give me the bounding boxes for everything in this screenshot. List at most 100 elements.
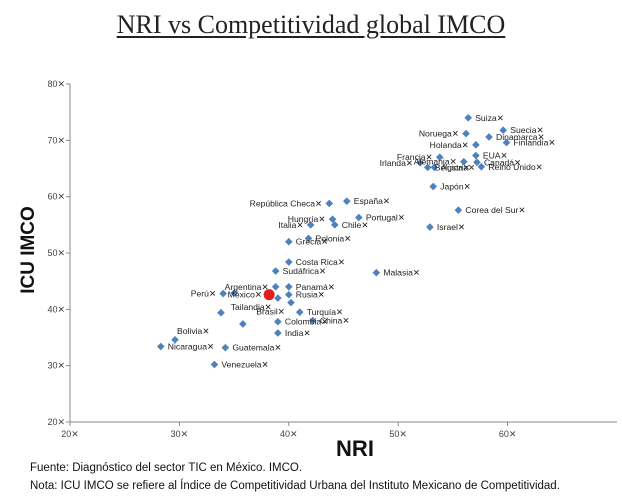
data-point-label: Rusia✕ bbox=[296, 290, 325, 300]
data-point-label: Colombia✕ bbox=[285, 317, 329, 327]
data-point-label: Reino Unido✕ bbox=[488, 162, 543, 172]
y-tick-label: 70✕ bbox=[47, 135, 65, 145]
data-point bbox=[502, 138, 511, 147]
data-point-label: Finlandia✕ bbox=[514, 138, 556, 148]
data-point bbox=[171, 335, 179, 344]
data-point bbox=[430, 163, 439, 172]
data-point bbox=[499, 126, 508, 134]
data-point bbox=[221, 343, 230, 352]
scatter-chart: 20✕ 30✕ 40✕ 50✕ 60✕ 70✕ 80✕ 20✕ 30✕ 40✕ 50✕ 60✕ Sui… bbox=[18, 79, 617, 460]
data-point-label: Malasia✕ bbox=[383, 268, 420, 278]
data-point bbox=[285, 290, 293, 299]
data-point-label: Turquía✕ bbox=[307, 307, 344, 317]
data-point-label: Tailandia✕ bbox=[231, 302, 272, 312]
data-point bbox=[472, 151, 480, 160]
footnote: Nota: ICU IMCO se refiere al Índice de C… bbox=[30, 480, 560, 492]
data-point bbox=[460, 157, 468, 166]
data-point-label: Costa Rica✕ bbox=[296, 257, 345, 267]
data-points bbox=[157, 114, 511, 369]
data-point bbox=[355, 213, 363, 222]
data-point bbox=[477, 163, 486, 171]
y-tick-label: 30✕ bbox=[47, 361, 65, 371]
data-point bbox=[330, 221, 339, 229]
data-point bbox=[464, 114, 473, 122]
data-point-label: Chile✕ bbox=[342, 220, 369, 230]
data-point bbox=[274, 317, 282, 326]
data-point-label: Israel✕ bbox=[437, 222, 465, 232]
data-point-label: India✕ bbox=[285, 328, 311, 338]
data-point-label: Irlanda✕ bbox=[380, 158, 413, 168]
x-tick-label: 60✕ bbox=[499, 429, 517, 439]
data-point-label: Suiza✕ bbox=[475, 113, 504, 123]
data-point-label: México✕ bbox=[228, 290, 262, 300]
data-point bbox=[423, 163, 432, 172]
data-point bbox=[274, 294, 282, 302]
point-labels: Suiza✕ Suecia✕ Noruega✕ Dinamarca✕Finlandia… bbox=[168, 113, 556, 370]
data-point bbox=[285, 258, 293, 266]
data-point bbox=[274, 329, 282, 337]
data-point bbox=[426, 223, 434, 231]
data-point-label: Francia✕ bbox=[397, 152, 433, 162]
data-point bbox=[472, 141, 480, 149]
data-point bbox=[217, 308, 225, 317]
data-point bbox=[219, 289, 227, 298]
x-axis-label: NRI bbox=[336, 436, 374, 460]
axes bbox=[66, 83, 617, 426]
data-point-label: Polonia✕ bbox=[315, 233, 351, 243]
y-tick-label: 20✕ bbox=[47, 417, 65, 427]
data-point-label: Venezuela✕ bbox=[221, 360, 268, 370]
data-point bbox=[309, 316, 317, 325]
data-point bbox=[285, 283, 293, 291]
data-point-label: Bolivia✕ bbox=[177, 326, 210, 336]
data-point bbox=[342, 197, 351, 205]
y-tick-label: 60✕ bbox=[47, 192, 65, 202]
data-point-label: China✕ bbox=[320, 316, 350, 326]
data-point bbox=[271, 283, 280, 291]
data-point bbox=[429, 182, 438, 191]
y-tick-label: 50✕ bbox=[47, 248, 65, 258]
y-tick-label: 80✕ bbox=[47, 79, 65, 89]
x-tick-label: 30✕ bbox=[171, 429, 189, 439]
data-point-label: Argentina✕ bbox=[225, 282, 269, 292]
x-tick-label: 20✕ bbox=[61, 429, 79, 439]
data-point bbox=[271, 267, 280, 275]
data-point-label: Guatemala✕ bbox=[232, 343, 281, 353]
data-point bbox=[462, 129, 470, 138]
data-point-label: Grecia✕ bbox=[296, 237, 329, 247]
data-point-label: Sudáfrica✕ bbox=[283, 266, 327, 276]
data-point-label: Austria✕ bbox=[441, 162, 475, 172]
data-point bbox=[210, 360, 219, 369]
data-point-label: Dinamarca✕ bbox=[496, 132, 545, 142]
data-point bbox=[287, 298, 295, 307]
data-point bbox=[295, 308, 304, 316]
data-point bbox=[454, 206, 463, 214]
data-point bbox=[239, 320, 247, 328]
data-point bbox=[416, 159, 424, 167]
data-point-label: Noruega✕ bbox=[419, 129, 459, 139]
data-point-label: Japón✕ bbox=[440, 182, 471, 192]
data-point-highlight bbox=[263, 289, 275, 301]
chart-title: NRI vs Competitividad global IMCO bbox=[116, 10, 506, 39]
data-point-label: Holanda✕ bbox=[430, 140, 469, 150]
data-point bbox=[435, 153, 444, 162]
data-point bbox=[325, 199, 334, 208]
data-point bbox=[473, 158, 481, 167]
data-point-label: Alemania✕ bbox=[414, 157, 457, 167]
data-point bbox=[328, 215, 337, 223]
y-axis-label: ICU IMCO bbox=[18, 206, 39, 294]
data-point-label: Suecia✕ bbox=[510, 125, 543, 135]
x-tick-label: 50✕ bbox=[389, 429, 407, 439]
data-point bbox=[230, 289, 238, 297]
data-point bbox=[304, 234, 313, 243]
data-point-label: Panamá✕ bbox=[296, 282, 335, 292]
data-point bbox=[485, 133, 493, 141]
data-point-label: Nicaragua✕ bbox=[168, 342, 214, 352]
data-point-label: Portugal✕ bbox=[366, 213, 405, 223]
data-point-label: Italia✕ bbox=[278, 220, 303, 230]
y-tick-label: 40✕ bbox=[47, 304, 65, 314]
data-point-label: España✕ bbox=[354, 196, 390, 206]
data-point-label: Hungría✕ bbox=[288, 214, 326, 224]
data-point-label: República Checa✕ bbox=[250, 198, 323, 208]
data-point-label: Corea del Sur✕ bbox=[465, 205, 525, 215]
tick-labels: 20✕ 30✕ 40✕ 50✕ 60✕ 70✕ 80✕ 20✕ 30✕ 40✕ 50✕ 60✕ bbox=[47, 79, 516, 439]
